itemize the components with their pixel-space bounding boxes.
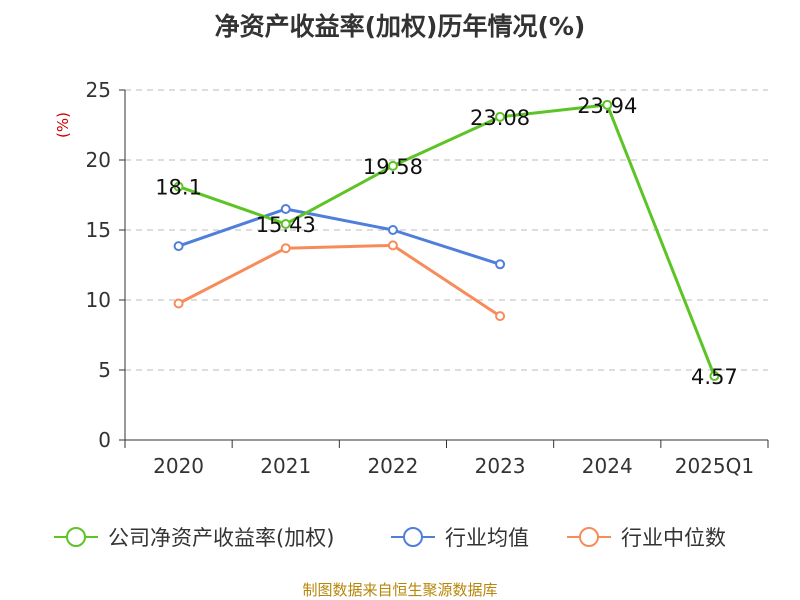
y-tick-label: 5 (98, 358, 111, 382)
data-point (280, 218, 291, 229)
data-label: 15.43 (256, 213, 316, 237)
legend-item[interactable]: 公司净资产收益率(加权) (54, 526, 334, 550)
x-tick-label: 2025Q1 (675, 454, 754, 478)
data-label: 23.08 (470, 106, 530, 130)
data-point (495, 259, 506, 270)
x-tick-label: 2024 (582, 454, 633, 478)
y-tick-label: 15 (86, 218, 111, 242)
data-point (387, 160, 398, 171)
legend-item[interactable]: 行业中位数 (567, 526, 726, 550)
series-line (178, 103, 716, 377)
series-lines (173, 99, 720, 382)
data-point (173, 181, 184, 192)
axes: 0 5 10 15 20 25 2020 2021 2022 2023 2024 2025Q1 (86, 78, 769, 478)
series-line (178, 207, 501, 266)
legend-label: 行业中位数 (621, 526, 726, 550)
data-point (173, 241, 184, 252)
y-tick-label: 20 (86, 148, 111, 172)
legend-swatch-marker (579, 527, 599, 547)
legend-label: 行业均值 (445, 526, 529, 550)
legend-swatch-marker (66, 527, 86, 547)
legend-label: 公司净资产收益率(加权) (108, 526, 334, 550)
y-axis-unit-label: (%) (54, 112, 72, 138)
series-line (177, 243, 501, 318)
data-point (602, 99, 613, 110)
data-point (280, 243, 291, 254)
gridlines (125, 89, 768, 371)
x-tick-label: 2021 (260, 454, 311, 478)
y-tick-label: 10 (86, 288, 111, 312)
x-tick-label: 2020 (153, 454, 204, 478)
y-tick-label: 0 (98, 428, 111, 452)
data-label: 4.57 (691, 365, 738, 389)
data-point (173, 298, 184, 309)
data-label: 19.58 (363, 155, 423, 179)
legend-swatch-marker (403, 527, 423, 547)
data-point (495, 111, 506, 122)
y-tick-label: 25 (86, 78, 111, 102)
data-label: 18.1 (155, 176, 202, 200)
data-point (387, 225, 398, 235)
data-labels: 18.1 15.43 19.58 23.08 23.94 4.57 (155, 94, 738, 389)
data-label: 23.94 (577, 94, 637, 118)
x-tick-label: 2022 (367, 454, 418, 478)
data-point (709, 371, 720, 382)
x-tick-label: 2023 (475, 454, 526, 478)
data-point (387, 240, 398, 251)
legend[interactable]: 公司净资产收益率(加权) 行业均值 行业中位数 (54, 526, 726, 550)
data-point (280, 204, 291, 214)
chart-title: 净资产收益率(加权)历年情况(%) (215, 12, 586, 41)
data-point (495, 311, 506, 322)
legend-item[interactable]: 行业均值 (391, 526, 529, 550)
source-note: 制图数据来自恒生聚源数据库 (302, 581, 497, 599)
